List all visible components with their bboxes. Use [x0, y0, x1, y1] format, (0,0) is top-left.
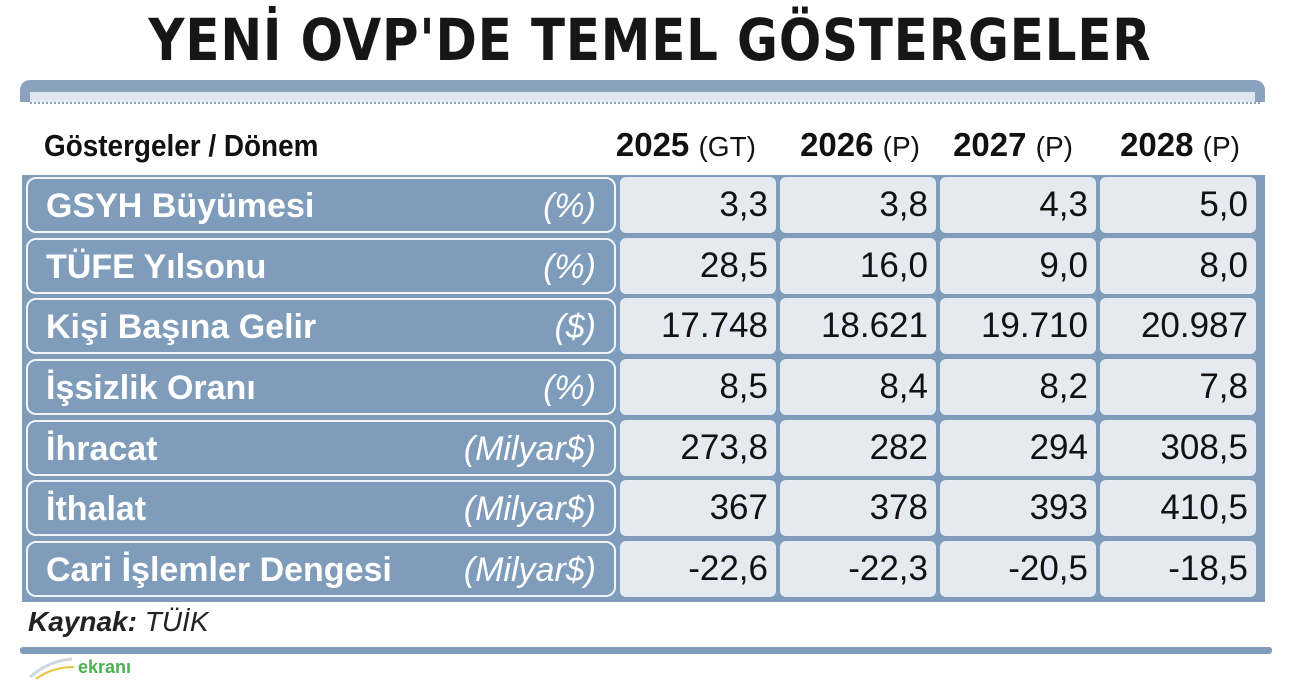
header-year: 2028 [1120, 126, 1194, 163]
row-unit: (Milyar$) [463, 490, 596, 528]
value-cell: 378 [780, 480, 936, 536]
value-cell: 308,5 [1100, 420, 1256, 476]
header-suffix: (P) [882, 131, 920, 162]
row-label-cell: Kişi Başına Gelir ($) [26, 298, 616, 354]
row-unit: ($) [554, 308, 596, 346]
value-cell: 8,0 [1100, 238, 1256, 294]
row-label-cell: Cari İşlemler Dengesi (Milyar$) [26, 541, 616, 597]
row-label: Kişi Başına Gelir [46, 308, 317, 346]
value-cell: 410,5 [1100, 480, 1256, 536]
value-cell: 393 [940, 480, 1096, 536]
value-cell: 19.710 [940, 298, 1096, 354]
value-cell: 28,5 [620, 238, 776, 294]
header-year: 2027 [953, 126, 1027, 163]
header-suffix: (GT) [698, 131, 756, 162]
value-cell: 5,0 [1100, 177, 1256, 233]
page-title: YENİ OVP'DE TEMEL GÖSTERGELER [148, 6, 1152, 74]
table-body: GSYH Büyümesi (%) 3,3 3,8 4,3 5,0 TÜFE Y… [22, 175, 1265, 602]
table-row: GSYH Büyümesi (%) 3,3 3,8 4,3 5,0 [26, 177, 1262, 233]
value-cell: 9,0 [940, 238, 1096, 294]
row-label: GSYH Büyümesi [46, 187, 315, 225]
table-top-bar-inner [30, 92, 1255, 102]
table-row: Cari İşlemler Dengesi (Milyar$) -22,6 -2… [26, 541, 1262, 597]
logo-swoosh-icon [29, 657, 75, 680]
table-header-row: Göstergeler / Dönem 2025 (GT) 2026 (P) 2… [20, 120, 1260, 175]
source-label: Kaynak: [28, 606, 137, 637]
row-label: İşsizlik Oranı [46, 369, 256, 407]
value-cell: 3,3 [620, 177, 776, 233]
publisher-logo: ekranı [28, 655, 148, 681]
row-label-cell: İşsizlik Oranı (%) [26, 359, 616, 415]
value-cell: 18.621 [780, 298, 936, 354]
row-label: Cari İşlemler Dengesi [46, 551, 392, 589]
header-year: 2026 [800, 126, 874, 163]
header-suffix: (P) [1035, 131, 1073, 162]
row-label: İthalat [46, 490, 147, 528]
value-cell: 8,5 [620, 359, 776, 415]
value-cell: -20,5 [940, 541, 1096, 597]
table-row: İthalat (Milyar$) 367 378 393 410,5 [26, 480, 1262, 536]
value-cell: 294 [940, 420, 1096, 476]
row-unit: (Milyar$) [463, 430, 596, 468]
header-year: 2025 [615, 126, 690, 163]
value-cell: 367 [620, 480, 776, 536]
value-cell: 8,4 [780, 359, 936, 415]
value-cell: 7,8 [1100, 359, 1256, 415]
value-cell: -22,3 [780, 541, 936, 597]
header-col-2027: 2027 (P) [913, 126, 1073, 164]
value-cell: 16,0 [780, 238, 936, 294]
bottom-divider [20, 647, 1272, 654]
row-unit: (Milyar$) [463, 551, 596, 589]
value-cell: 8,2 [940, 359, 1096, 415]
row-label-cell: GSYH Büyümesi (%) [26, 177, 616, 233]
value-cell: 20.987 [1100, 298, 1256, 354]
table-row: Kişi Başına Gelir ($) 17.748 18.621 19.7… [26, 298, 1262, 354]
table-row: TÜFE Yılsonu (%) 28,5 16,0 9,0 8,0 [26, 238, 1262, 294]
row-label-cell: İhracat (Milyar$) [26, 420, 616, 476]
header-suffix: (P) [1202, 131, 1240, 162]
row-unit: (%) [543, 248, 596, 286]
header-col-2026: 2026 (P) [760, 126, 920, 164]
value-cell: 4,3 [940, 177, 1096, 233]
source-note: Kaynak: TÜİK [28, 606, 209, 638]
row-unit: (%) [543, 369, 596, 407]
value-cell: -22,6 [620, 541, 776, 597]
row-label-cell: TÜFE Yılsonu (%) [26, 238, 616, 294]
row-unit: (%) [543, 187, 596, 225]
header-col-2025: 2025 (GT) [596, 126, 756, 164]
value-cell: -18,5 [1100, 541, 1256, 597]
header-label: Göstergeler / Dönem [44, 128, 319, 163]
header-col-2028: 2028 (P) [1080, 126, 1240, 164]
table-row: İşsizlik Oranı (%) 8,5 8,4 8,2 7,8 [26, 359, 1262, 415]
logo-text: ekranı [78, 657, 132, 677]
value-cell: 3,8 [780, 177, 936, 233]
source-value: TÜİK [144, 606, 209, 637]
row-label-cell: İthalat (Milyar$) [26, 480, 616, 536]
row-label: TÜFE Yılsonu [46, 248, 267, 286]
value-cell: 17.748 [620, 298, 776, 354]
dotted-divider [30, 102, 1260, 104]
value-cell: 273,8 [620, 420, 776, 476]
value-cell: 282 [780, 420, 936, 476]
row-label: İhracat [46, 430, 158, 468]
table-row: İhracat (Milyar$) 273,8 282 294 308,5 [26, 420, 1262, 476]
